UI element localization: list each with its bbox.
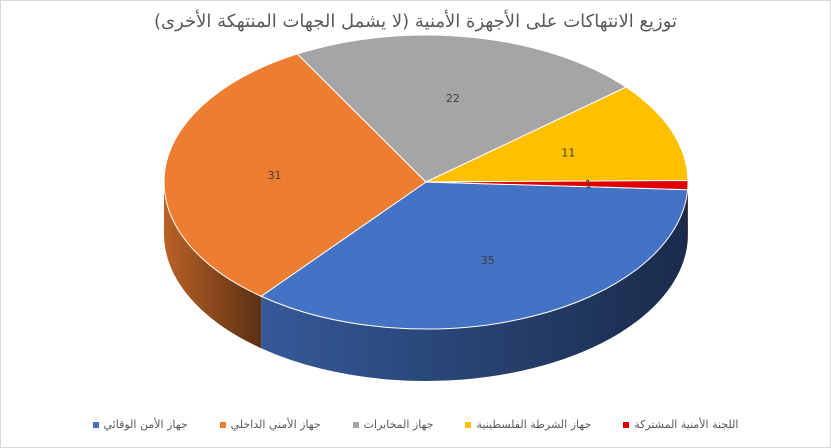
legend-label: اللجنة الأمنية المشتركة [634,418,739,431]
data-label-4: 11 [561,146,575,159]
pie-top-faces [163,34,689,330]
data-label-1: 35 [481,254,495,267]
legend-label: جهاز الأمني الداخلي [230,418,321,431]
data-label-3: 22 [446,92,460,105]
pie-side-1 [261,189,688,381]
legend: جهاز الأمن الوقائي جهاز الأمني الداخلي جها… [1,418,830,431]
data-label-2: 31 [268,169,282,182]
legend-item-3: جهاز المخابرات [352,418,434,431]
legend-item-1: جهاز الأمن الوقائي [92,418,188,431]
legend-label: جهاز الشرطة الفلسطينية [476,418,592,431]
legend-label: جهاز المخابرات [363,418,434,431]
pie-slice-4 [425,86,689,183]
pie-slice-3 [296,34,628,183]
legend-swatch [623,421,630,428]
legend-item-2: جهاز الأمني الداخلي [219,418,321,431]
pie-slice-2 [163,53,427,297]
legend-swatch [219,421,226,428]
legend-label: جهاز الأمن الوقائي [103,418,188,431]
legend-item-4: جهاز الشرطة الفلسطينية [465,418,591,431]
legend-swatch [465,421,472,428]
pie-side-2 [164,182,262,349]
pie-slice-1 [260,181,689,330]
pie-side-walls [164,182,688,381]
legend-item-5: اللجنة الأمنية المشتركة [623,418,738,431]
legend-swatch [92,421,99,428]
chart-title: توزيع الانتهاكات على الأجهزة الأمنية (لا… [153,11,678,32]
pie-slice-5 [425,179,689,191]
legend-swatch [352,421,359,428]
data-label-5: 1 [585,178,592,191]
